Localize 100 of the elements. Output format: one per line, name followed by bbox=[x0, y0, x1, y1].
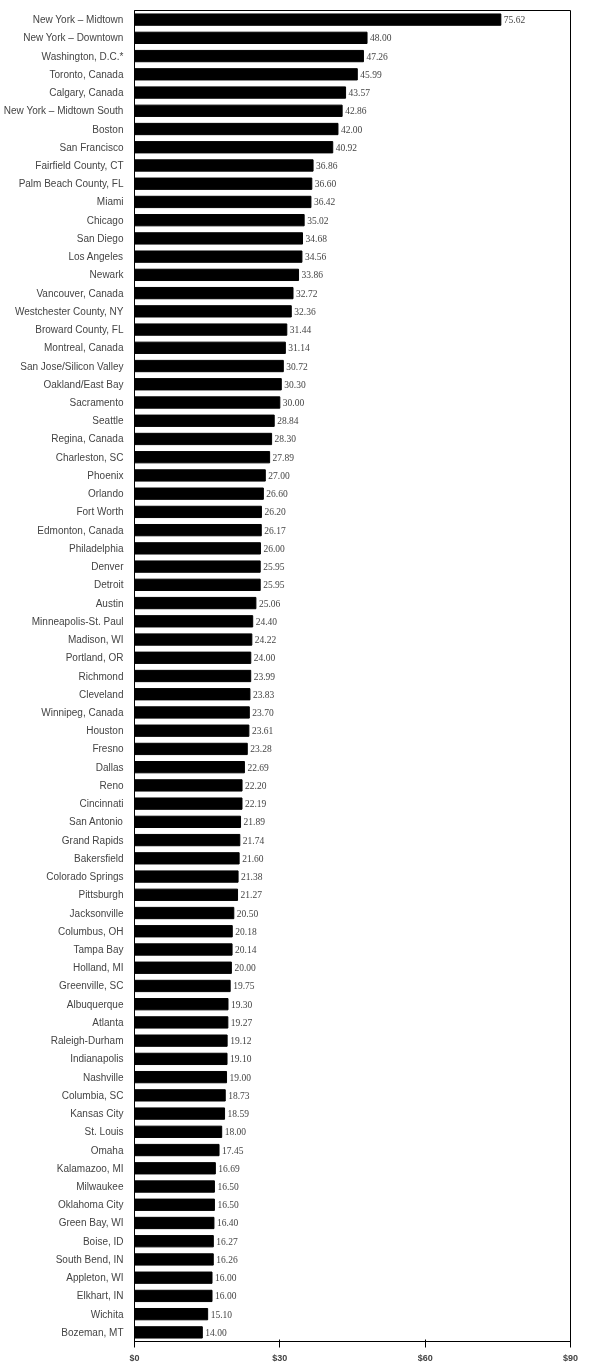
bar bbox=[134, 1271, 213, 1284]
data-label: 40.92 bbox=[335, 142, 358, 153]
bar bbox=[134, 1034, 228, 1047]
data-label: 16.50 bbox=[217, 1182, 240, 1193]
data-label: 21.74 bbox=[242, 835, 265, 846]
x-tick-label: $0 bbox=[129, 1352, 140, 1363]
data-label: 19.12 bbox=[230, 1036, 252, 1047]
data-label: 25.95 bbox=[263, 580, 285, 591]
bar bbox=[134, 268, 300, 282]
data-label: 23.61 bbox=[251, 726, 274, 737]
data-label: 16.40 bbox=[216, 1218, 239, 1229]
bar bbox=[134, 669, 252, 683]
bar bbox=[134, 1089, 226, 1102]
bar bbox=[134, 688, 251, 701]
y-tick-label: Portland, OR bbox=[65, 652, 124, 664]
data-label: 20.00 bbox=[234, 963, 257, 974]
data-label: 27.00 bbox=[268, 470, 290, 481]
y-tick-label: Regina, Canada bbox=[51, 433, 124, 445]
data-label: 30.72 bbox=[286, 361, 308, 372]
y-tick-label: Houston bbox=[86, 725, 124, 737]
data-label: 47.26 bbox=[366, 51, 389, 62]
x-tick-label: $60 bbox=[417, 1352, 433, 1363]
data-label: 33.86 bbox=[301, 270, 324, 281]
bar bbox=[134, 542, 261, 555]
data-label: 22.69 bbox=[247, 762, 270, 773]
bar bbox=[134, 615, 254, 628]
y-tick-label: Fairfield County, CT bbox=[35, 159, 124, 171]
bar bbox=[134, 724, 250, 737]
y-tick-label: Elkhart, IN bbox=[76, 1290, 124, 1302]
bar bbox=[134, 195, 312, 209]
data-label: 20.18 bbox=[235, 926, 257, 937]
data-label: 23.83 bbox=[252, 689, 275, 700]
bar bbox=[134, 870, 239, 883]
bar bbox=[134, 305, 292, 318]
bar bbox=[134, 815, 242, 829]
data-label: 16.26 bbox=[216, 1254, 238, 1265]
y-tick-label: Broward County, FL bbox=[35, 324, 124, 336]
data-label: 14.00 bbox=[205, 1327, 227, 1338]
data-label: 18.73 bbox=[228, 1090, 250, 1101]
y-tick-label: St. Louis bbox=[84, 1126, 124, 1138]
data-label: 43.57 bbox=[348, 88, 371, 99]
bar bbox=[134, 998, 229, 1011]
bar bbox=[134, 578, 261, 591]
data-label: 42.00 bbox=[340, 124, 363, 135]
y-tick-label: Fresno bbox=[92, 743, 124, 755]
bar bbox=[134, 1326, 203, 1339]
bar bbox=[134, 1052, 228, 1066]
y-tick-label: Green Bay, WI bbox=[58, 1217, 124, 1229]
data-label: 23.99 bbox=[253, 671, 276, 682]
bar bbox=[134, 323, 288, 336]
bar bbox=[134, 979, 231, 993]
y-tick-label: Philadelphia bbox=[69, 542, 124, 554]
y-tick-label: Grand Rapids bbox=[61, 834, 124, 846]
data-label: 75.62 bbox=[503, 15, 526, 26]
y-tick-label: Boston bbox=[92, 123, 124, 135]
y-tick-label: Bozeman, MT bbox=[61, 1326, 124, 1338]
bar bbox=[134, 1162, 216, 1175]
y-tick-label: Atlanta bbox=[92, 1016, 124, 1028]
y-tick-label: South Bend, IN bbox=[55, 1253, 124, 1265]
y-tick-label: Minneapolis-St. Paul bbox=[31, 615, 124, 627]
y-tick-label: Orlando bbox=[87, 488, 124, 500]
data-label: 24.00 bbox=[253, 653, 276, 664]
bar bbox=[134, 177, 313, 190]
data-label: 30.30 bbox=[284, 379, 306, 390]
bar bbox=[134, 1180, 215, 1193]
data-label: 28.30 bbox=[274, 434, 297, 445]
x-tick-label: $90 bbox=[562, 1352, 579, 1363]
bar bbox=[134, 86, 347, 99]
y-tick-label: Indianapolis bbox=[70, 1053, 124, 1065]
bar bbox=[134, 49, 364, 63]
data-label: 31.14 bbox=[288, 343, 310, 354]
y-tick-label: Toronto, Canada bbox=[49, 68, 124, 80]
y-tick-label: Milwaukee bbox=[76, 1181, 124, 1193]
bar bbox=[134, 1107, 226, 1120]
y-tick-label: Jacksonville bbox=[69, 907, 124, 919]
y-tick-label: Nashville bbox=[82, 1071, 124, 1083]
bar bbox=[134, 706, 250, 719]
y-tick-label: Seattle bbox=[92, 415, 124, 427]
bar bbox=[134, 13, 502, 26]
bar bbox=[134, 1253, 214, 1266]
data-label: 21.89 bbox=[243, 817, 266, 828]
data-label: 25.06 bbox=[258, 598, 281, 609]
bar bbox=[134, 1308, 209, 1321]
data-label: 27.89 bbox=[272, 452, 295, 463]
y-tick-label: Cincinnati bbox=[79, 798, 124, 810]
data-label: 21.60 bbox=[242, 853, 264, 864]
bar bbox=[134, 432, 273, 446]
x-tick-label: $30 bbox=[272, 1352, 288, 1363]
y-tick-label: Charleston, SC bbox=[55, 451, 124, 463]
y-tick-label: Los Angeles bbox=[68, 251, 123, 263]
data-label: 36.60 bbox=[314, 179, 337, 190]
bar bbox=[134, 31, 368, 44]
bar bbox=[134, 888, 239, 901]
y-tick-label: Bakersfield bbox=[74, 852, 124, 864]
bar bbox=[134, 286, 294, 300]
data-label: 45.99 bbox=[360, 69, 382, 80]
bar bbox=[134, 906, 235, 920]
y-tick-label: Westchester County, NY bbox=[14, 305, 124, 317]
y-tick-label: Detroit bbox=[94, 579, 124, 591]
data-label: 26.17 bbox=[264, 525, 286, 536]
